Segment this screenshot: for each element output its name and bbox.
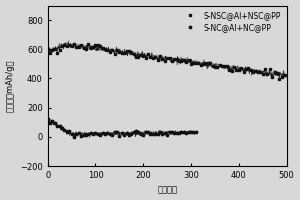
S-NSC@Al+NSC@PP	[108, 50, 112, 53]
S-NC@Al+NC@PP	[46, 118, 50, 121]
Legend: S-NSC@Al+NSC@PP, S-NC@Al+NC@PP: S-NSC@Al+NSC@PP, S-NC@Al+NC@PP	[179, 9, 283, 33]
Y-axis label: 比容量（mAh/g）: 比容量（mAh/g）	[6, 60, 15, 112]
S-NC@Al+NC@PP	[194, 131, 198, 133]
S-NSC@Al+NSC@PP	[86, 43, 90, 45]
S-NSC@Al+NSC@PP	[227, 69, 231, 72]
S-NC@Al+NC@PP	[89, 132, 92, 134]
Line: S-NSC@Al+NSC@PP: S-NSC@Al+NSC@PP	[46, 43, 288, 80]
S-NSC@Al+NSC@PP	[192, 62, 195, 64]
S-NC@Al+NC@PP	[192, 131, 195, 133]
S-NC@Al+NC@PP	[151, 132, 154, 135]
S-NC@Al+NC@PP	[94, 132, 97, 134]
S-NC@Al+NC@PP	[72, 135, 76, 138]
S-NSC@Al+NSC@PP	[158, 55, 162, 57]
S-NSC@Al+NSC@PP	[46, 48, 50, 50]
S-NSC@Al+NSC@PP	[63, 44, 66, 46]
S-NSC@Al+NSC@PP	[278, 78, 281, 80]
Line: S-NC@Al+NC@PP: S-NC@Al+NC@PP	[46, 118, 197, 138]
S-NC@Al+NC@PP	[118, 135, 121, 137]
S-NSC@Al+NSC@PP	[285, 74, 288, 76]
X-axis label: 循环次数: 循环次数	[157, 185, 177, 194]
S-NSC@Al+NSC@PP	[215, 65, 219, 68]
S-NC@Al+NC@PP	[122, 134, 126, 136]
